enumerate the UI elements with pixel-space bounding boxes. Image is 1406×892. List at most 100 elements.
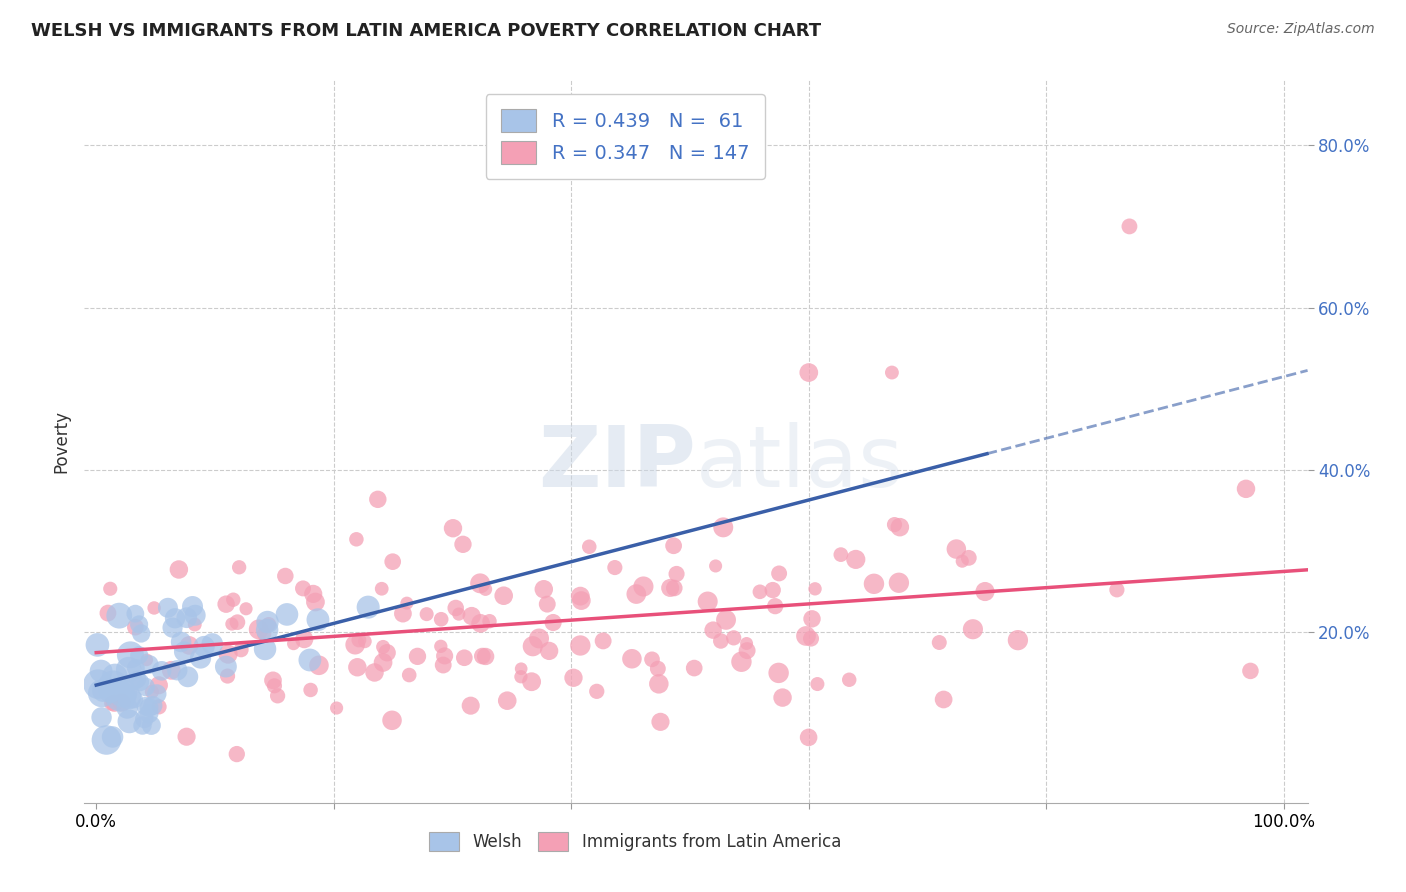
Point: [117, 701, 139, 715]
Point: [569, 593, 592, 607]
Point: [138, 657, 160, 672]
Point: [150, 664, 173, 678]
Point: [806, 677, 828, 691]
Point: [87, 677, 110, 691]
Point: [710, 634, 733, 648]
Point: [131, 718, 153, 732]
Point: [1118, 219, 1140, 234]
Point: [325, 701, 347, 715]
Point: [603, 560, 626, 574]
Point: [308, 658, 330, 673]
Point: [118, 663, 141, 677]
Point: [1239, 664, 1261, 678]
Point: [510, 662, 533, 676]
Point: [229, 642, 252, 657]
Point: [370, 582, 392, 596]
Point: [730, 655, 752, 669]
Point: [176, 610, 198, 624]
Point: [569, 589, 592, 603]
Point: [928, 635, 950, 649]
Point: [735, 643, 758, 657]
Point: [101, 730, 124, 744]
Point: [118, 714, 141, 729]
Point: [104, 669, 127, 683]
Point: [138, 706, 160, 721]
Point: [538, 644, 561, 658]
Point: [696, 594, 718, 608]
Y-axis label: Poverty: Poverty: [52, 410, 70, 473]
Point: [262, 673, 284, 688]
Point: [536, 597, 558, 611]
Point: [184, 608, 207, 623]
Point: [253, 627, 276, 641]
Point: [107, 681, 129, 696]
Point: [176, 730, 198, 744]
Point: [932, 692, 955, 706]
Point: [441, 521, 464, 535]
Point: [302, 587, 325, 601]
Point: [468, 576, 491, 591]
Point: [217, 647, 239, 661]
Point: [562, 671, 585, 685]
Point: [100, 696, 122, 710]
Point: [527, 632, 550, 646]
Point: [471, 649, 494, 664]
Point: [135, 699, 157, 714]
Point: [889, 520, 911, 534]
Point: [415, 607, 437, 621]
Point: [256, 623, 278, 637]
Point: [128, 617, 150, 632]
Point: [347, 632, 370, 647]
Point: [346, 660, 368, 674]
Point: [124, 607, 146, 621]
Point: [167, 562, 190, 576]
Point: [704, 558, 727, 573]
Point: [650, 714, 672, 729]
Point: [181, 599, 204, 614]
Point: [98, 582, 121, 596]
Point: [215, 597, 238, 611]
Point: [129, 675, 152, 690]
Point: [304, 595, 326, 609]
Point: [148, 678, 170, 692]
Point: [96, 733, 118, 747]
Point: [97, 606, 120, 620]
Point: [222, 592, 245, 607]
Point: [215, 659, 238, 673]
Point: [962, 622, 984, 636]
Point: [124, 620, 146, 634]
Point: [129, 626, 152, 640]
Point: [108, 608, 131, 623]
Point: [118, 690, 141, 705]
Point: [381, 555, 404, 569]
Point: [90, 710, 112, 724]
Point: [166, 663, 188, 677]
Point: [128, 648, 150, 663]
Point: [91, 684, 114, 698]
Point: [371, 640, 394, 654]
Point: [344, 533, 367, 547]
Point: [974, 584, 997, 599]
Point: [945, 542, 967, 557]
Point: [148, 699, 170, 714]
Point: [662, 539, 685, 553]
Point: [254, 642, 277, 657]
Point: [179, 639, 201, 653]
Point: [641, 652, 664, 666]
Point: [592, 634, 614, 648]
Point: [585, 684, 607, 698]
Point: [453, 650, 475, 665]
Text: WELSH VS IMMIGRANTS FROM LATIN AMERICA POVERTY CORRELATION CHART: WELSH VS IMMIGRANTS FROM LATIN AMERICA P…: [31, 22, 821, 40]
Point: [1007, 633, 1029, 648]
Point: [838, 673, 860, 687]
Point: [714, 613, 737, 627]
Point: [398, 668, 420, 682]
Point: [257, 617, 280, 632]
Point: [520, 674, 543, 689]
Point: [800, 632, 823, 646]
Point: [633, 580, 655, 594]
Point: [735, 636, 758, 650]
Point: [162, 621, 184, 635]
Point: [768, 566, 790, 581]
Point: [748, 584, 770, 599]
